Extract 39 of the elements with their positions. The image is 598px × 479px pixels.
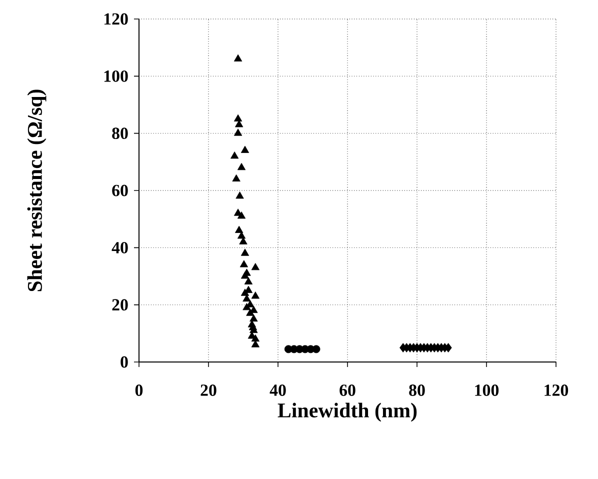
point	[237, 162, 246, 170]
y-tick-label: 40	[112, 242, 128, 254]
point	[244, 277, 253, 284]
point	[235, 226, 244, 233]
point	[251, 334, 260, 342]
y-tick-label: 100	[104, 70, 128, 82]
point	[242, 303, 251, 310]
x-tick-label: 60	[340, 384, 356, 396]
x-tick-label: 80	[409, 384, 425, 396]
point	[312, 345, 320, 354]
point	[240, 248, 250, 256]
point	[237, 232, 246, 239]
point	[240, 146, 250, 153]
y-tick-label: 0	[120, 356, 128, 368]
y-tick-label: 80	[112, 128, 128, 140]
point	[232, 174, 240, 182]
point	[250, 314, 258, 322]
x-axis-title: Linewidth (nm)	[278, 402, 417, 422]
point	[240, 260, 248, 268]
point	[234, 54, 242, 62]
x-tick-label: 120	[544, 384, 568, 396]
point	[235, 120, 244, 128]
y-tick-label: 20	[112, 299, 128, 311]
point	[251, 292, 260, 299]
point	[240, 272, 250, 279]
point	[234, 128, 242, 136]
point	[234, 114, 242, 122]
x-tick-label: 20	[200, 384, 216, 396]
point	[230, 152, 239, 159]
point	[251, 262, 260, 270]
point	[236, 192, 244, 199]
x-tick-label: 100	[475, 384, 499, 396]
y-tick-label: 60	[112, 184, 128, 196]
y-axis-title: Sheet resistance (Ω/sq)	[27, 90, 46, 292]
x-tick-label: 40	[270, 384, 286, 396]
x-tick-label: 0	[135, 384, 143, 396]
point	[251, 340, 260, 348]
point	[237, 212, 246, 219]
y-tick-label: 120	[104, 13, 128, 25]
